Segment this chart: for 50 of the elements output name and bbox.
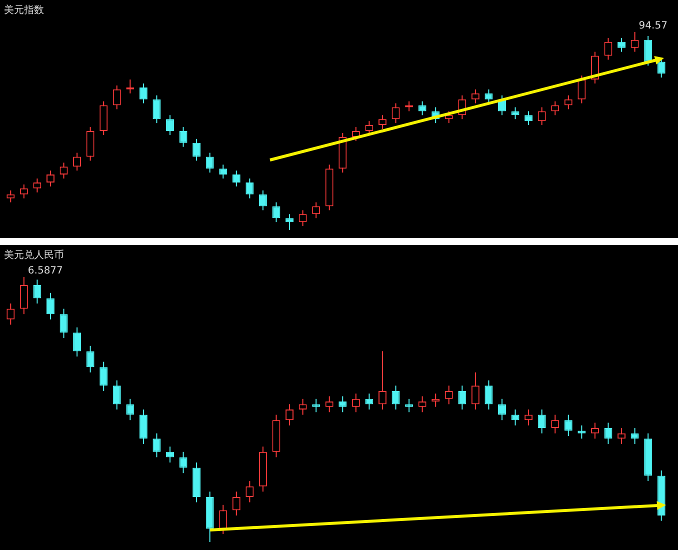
candlestick <box>564 94 572 110</box>
candlestick <box>192 138 201 162</box>
candlestick <box>219 504 228 535</box>
text: 94.57 <box>638 20 668 32</box>
candlestick <box>6 190 15 203</box>
candlestick <box>179 451 188 474</box>
candlestick <box>100 361 108 392</box>
candlestick <box>86 345 94 373</box>
candlestick <box>590 422 599 440</box>
candlestick <box>630 428 639 444</box>
candlestick <box>112 380 121 410</box>
candlestick <box>511 409 520 426</box>
candlestick <box>286 214 294 230</box>
candlestick <box>20 276 28 315</box>
candlestick <box>73 326 82 357</box>
candlestick <box>604 422 612 444</box>
candlestick <box>511 106 520 120</box>
candlestick <box>365 393 374 410</box>
candlestick <box>578 424 586 440</box>
candlestick <box>418 396 426 413</box>
candlestick <box>644 35 652 66</box>
chart-title: 美元指数 <box>4 4 44 17</box>
candlestick <box>338 396 347 413</box>
candlestick <box>325 396 334 413</box>
candlestick <box>312 398 320 413</box>
candlestick <box>524 409 533 426</box>
candlestick <box>524 110 533 126</box>
chart-title: 美元兑人民币 <box>4 248 64 262</box>
text: 6.5877 <box>28 266 63 277</box>
candlestick <box>618 37 626 52</box>
candlestick <box>100 100 108 136</box>
candlestick <box>46 292 54 320</box>
candlestick <box>126 398 134 421</box>
candlestick <box>60 308 68 338</box>
candlestick <box>484 88 493 104</box>
candlestick <box>152 94 161 124</box>
candlestick <box>112 84 121 110</box>
candlestick <box>298 398 307 416</box>
candlestick <box>219 164 228 180</box>
candlestick <box>484 380 493 410</box>
candlestick <box>86 126 94 162</box>
candlestick <box>471 372 480 410</box>
candlestick <box>166 446 174 463</box>
candlestick <box>564 414 572 436</box>
candlestick <box>20 184 28 199</box>
candlestick <box>405 398 414 413</box>
candlestick <box>139 409 148 444</box>
candlestick <box>604 37 612 60</box>
candlestick <box>618 428 626 444</box>
candlestick <box>578 75 586 104</box>
